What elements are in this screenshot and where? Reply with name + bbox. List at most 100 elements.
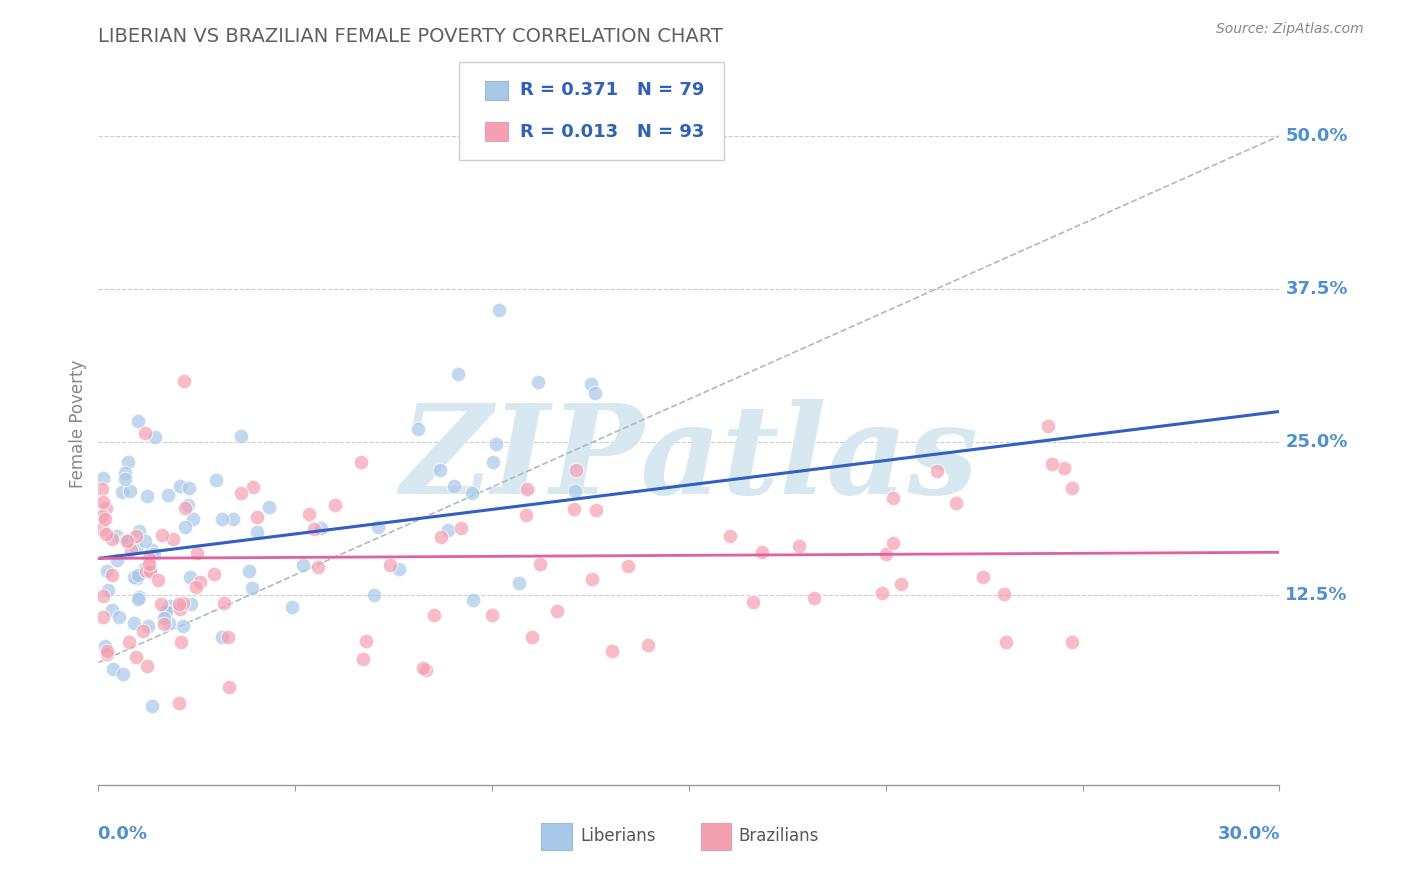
Point <box>565 463 588 477</box>
Point <box>167 696 190 710</box>
Point <box>583 385 606 400</box>
Text: LIBERIAN VS BRAZILIAN FEMALE POVERTY CORRELATION CHART: LIBERIAN VS BRAZILIAN FEMALE POVERTY COR… <box>98 27 723 45</box>
Point <box>177 498 200 512</box>
Text: R = 0.013   N = 93: R = 0.013 N = 93 <box>520 123 704 141</box>
Point <box>617 558 640 573</box>
Point <box>157 615 180 630</box>
Point <box>146 573 169 587</box>
Point <box>125 529 148 543</box>
Point <box>139 565 162 579</box>
Point <box>149 597 172 611</box>
Point <box>600 644 623 658</box>
Point <box>585 503 607 517</box>
Point <box>186 546 208 560</box>
Point <box>218 680 240 694</box>
Point <box>101 603 124 617</box>
Point <box>221 511 243 525</box>
Point <box>91 589 114 603</box>
Point <box>1060 481 1083 495</box>
Point <box>246 524 269 539</box>
Point <box>139 564 162 578</box>
Point <box>117 533 139 547</box>
Text: 50.0%: 50.0% <box>1285 127 1348 145</box>
Point <box>94 639 117 653</box>
Point <box>172 619 194 633</box>
Bar <box>541 822 572 850</box>
Point <box>101 532 124 546</box>
Point <box>205 474 228 488</box>
Point <box>350 455 373 469</box>
Point <box>972 570 994 584</box>
Point <box>143 430 166 444</box>
Point <box>125 649 148 664</box>
Point <box>423 607 446 622</box>
Bar <box>485 81 508 100</box>
Point <box>108 610 131 624</box>
Point <box>751 545 773 559</box>
Point <box>91 495 114 509</box>
Point <box>91 482 114 496</box>
Point <box>211 630 233 644</box>
Point <box>882 535 904 549</box>
Point <box>993 587 1015 601</box>
Point <box>105 529 128 543</box>
Point <box>212 596 235 610</box>
Point <box>100 568 122 582</box>
Point <box>94 500 117 515</box>
Point <box>112 667 135 681</box>
Point <box>257 500 280 515</box>
Point <box>127 567 149 582</box>
Point <box>143 547 166 561</box>
Point <box>120 542 142 557</box>
Point <box>91 522 114 536</box>
Point <box>291 558 314 572</box>
Point <box>741 595 763 609</box>
Point <box>461 486 484 500</box>
Point <box>117 634 139 648</box>
Point <box>202 567 225 582</box>
Point <box>115 534 138 549</box>
Text: Source: ZipAtlas.com: Source: ZipAtlas.com <box>1216 22 1364 37</box>
Point <box>94 511 117 525</box>
Text: R = 0.371   N = 79: R = 0.371 N = 79 <box>520 81 704 99</box>
Point <box>546 604 568 618</box>
Point <box>136 619 159 633</box>
Bar <box>485 122 508 141</box>
Text: 12.5%: 12.5% <box>1285 586 1348 604</box>
Point <box>945 495 967 509</box>
Point <box>94 527 117 541</box>
Point <box>488 303 510 318</box>
Point <box>579 376 602 391</box>
Point <box>153 611 176 625</box>
Point <box>128 524 150 538</box>
Point <box>1040 457 1063 471</box>
Point <box>120 483 142 498</box>
Point <box>117 455 139 469</box>
Point <box>803 591 825 606</box>
Point <box>136 659 159 673</box>
Point <box>925 464 948 478</box>
Point <box>281 599 304 614</box>
Point <box>122 570 145 584</box>
Point <box>167 597 190 611</box>
Point <box>367 520 389 534</box>
Point <box>581 572 603 586</box>
Point <box>354 634 377 648</box>
Bar <box>700 822 731 850</box>
Point <box>132 624 155 638</box>
Point <box>174 500 197 515</box>
Point <box>515 508 537 522</box>
Point <box>240 581 263 595</box>
Point <box>125 541 148 555</box>
Point <box>128 590 150 604</box>
Point <box>875 547 897 561</box>
Point <box>134 561 156 575</box>
Point <box>994 634 1017 648</box>
Point <box>450 521 472 535</box>
Point <box>508 576 530 591</box>
Point <box>135 489 157 503</box>
Point <box>156 488 179 502</box>
Point <box>463 593 485 607</box>
Point <box>481 608 503 623</box>
Point <box>173 374 195 388</box>
